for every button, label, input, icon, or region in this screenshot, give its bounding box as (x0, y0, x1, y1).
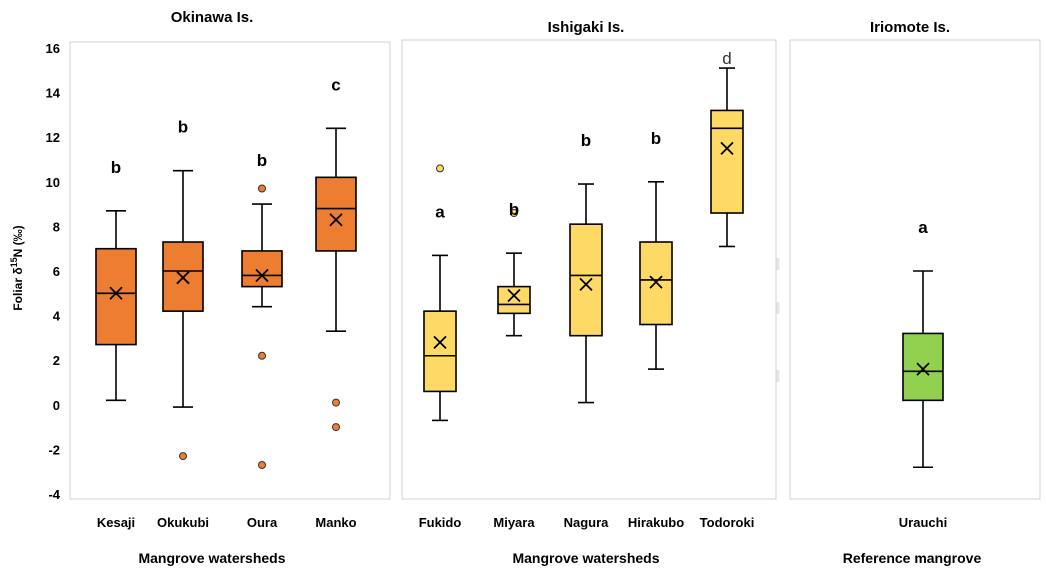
y-tick-label: 10 (46, 175, 60, 190)
outlier-point (436, 164, 444, 173)
significance-letter: b (111, 158, 121, 177)
iqr-box (241, 250, 283, 288)
y-tick-label: 4 (53, 309, 61, 324)
significance-letter: b (651, 129, 661, 148)
x-tick-label: Nagura (564, 515, 610, 530)
group-x-axis-label: Mangrove watersheds (512, 550, 659, 566)
panel-frame (69, 41, 391, 500)
mean-marker (433, 335, 447, 349)
outlier-point (258, 351, 266, 360)
group-x-axis-label: Mangrove watersheds (138, 550, 285, 566)
box-plots: b Kesaji b Okukubi b Oura c Manko a Fukido b Miyara… (95, 49, 947, 530)
y-tick-label: 14 (46, 86, 61, 101)
mean-marker (916, 362, 930, 376)
mean-marker (720, 141, 734, 155)
outlier-point (258, 461, 266, 470)
y-axis-label: Foliar δ15N (‰) (9, 225, 25, 310)
iqr-box (569, 223, 603, 337)
mean-marker (649, 275, 663, 289)
box-oura: b Oura (241, 151, 283, 530)
mean-marker (176, 271, 190, 285)
y-tick-label: -4 (48, 487, 60, 502)
iqr-box (639, 241, 673, 326)
iqr-box (497, 285, 531, 315)
panel-frame (789, 39, 1041, 500)
iqr-box (710, 109, 744, 214)
outlier-point (258, 184, 266, 193)
y-tick-label: 6 (53, 264, 60, 279)
outlier-point (332, 423, 340, 432)
mean-marker (579, 277, 593, 292)
x-tick-label: Fukido (419, 515, 462, 530)
mean-marker (329, 213, 343, 227)
box-miyara: b Miyara (493, 200, 535, 530)
y-tick-label: 12 (46, 130, 60, 145)
significance-letter: a (435, 202, 445, 221)
y-tick-label: 16 (46, 41, 60, 56)
box-todoroki: d Todoroki (700, 49, 755, 530)
panel-frames (69, 39, 1041, 500)
iqr-box (315, 176, 357, 252)
mean-marker (109, 286, 123, 300)
significance-letter: b (178, 118, 188, 137)
significance-letter: b (257, 151, 267, 170)
significance-letter: c (331, 75, 340, 94)
iqr-box (423, 310, 457, 393)
outlier-point (332, 398, 340, 407)
x-tick-label: Oura (247, 515, 278, 530)
panel-title: Okinawa Is. (171, 9, 254, 26)
x-tick-label: Hirakubo (628, 515, 684, 530)
panel-title: Ishigaki Is. (548, 19, 625, 36)
x-tick-label: Okukubi (157, 515, 209, 530)
panel-titles: Okinawa Is. Ishigaki Is. Iriomote Is. (171, 9, 950, 36)
box-kesaji: b Kesaji (95, 158, 137, 530)
iqr-box (95, 247, 137, 346)
box-fukido: a Fukido (419, 164, 462, 530)
outlier-point (179, 452, 187, 461)
panel-title: Iriomote Is. (870, 19, 950, 36)
panel-frame (401, 39, 777, 500)
mean-marker (255, 268, 269, 283)
box-hirakubo: b Hirakubo (628, 129, 684, 530)
y-axis: Foliar δ15N (‰) -4 -2 0 2 4 6 8 10 12 14 16 (9, 41, 61, 502)
x-tick-label: Manko (315, 515, 356, 530)
y-tick-label: -2 (48, 442, 60, 457)
significance-letter: b (509, 200, 519, 219)
box-okukubi: b Okukubi (157, 118, 209, 530)
y-tick-label: 2 (53, 353, 60, 368)
significance-letter: d (722, 49, 731, 68)
group-x-labels: Mangrove watersheds Mangrove watersheds Re… (138, 550, 981, 566)
box-manko: c Manko (315, 75, 357, 530)
significance-letter: a (918, 218, 928, 237)
mean-marker (507, 288, 521, 303)
box-nagura: b Nagura (564, 131, 610, 530)
outlier-point (510, 209, 518, 218)
y-tick-label: 0 (53, 398, 60, 413)
y-tick-label: 8 (53, 219, 60, 234)
box-urauchi: a Urauchi (899, 218, 947, 530)
x-tick-label: Kesaji (97, 515, 135, 530)
significance-letter: b (581, 131, 591, 150)
iqr-box (902, 332, 944, 402)
x-tick-label: Urauchi (899, 515, 947, 530)
group-x-axis-label: Reference mangrove (843, 550, 982, 566)
x-tick-label: Miyara (493, 515, 535, 530)
x-tick-label: Todoroki (700, 515, 755, 530)
